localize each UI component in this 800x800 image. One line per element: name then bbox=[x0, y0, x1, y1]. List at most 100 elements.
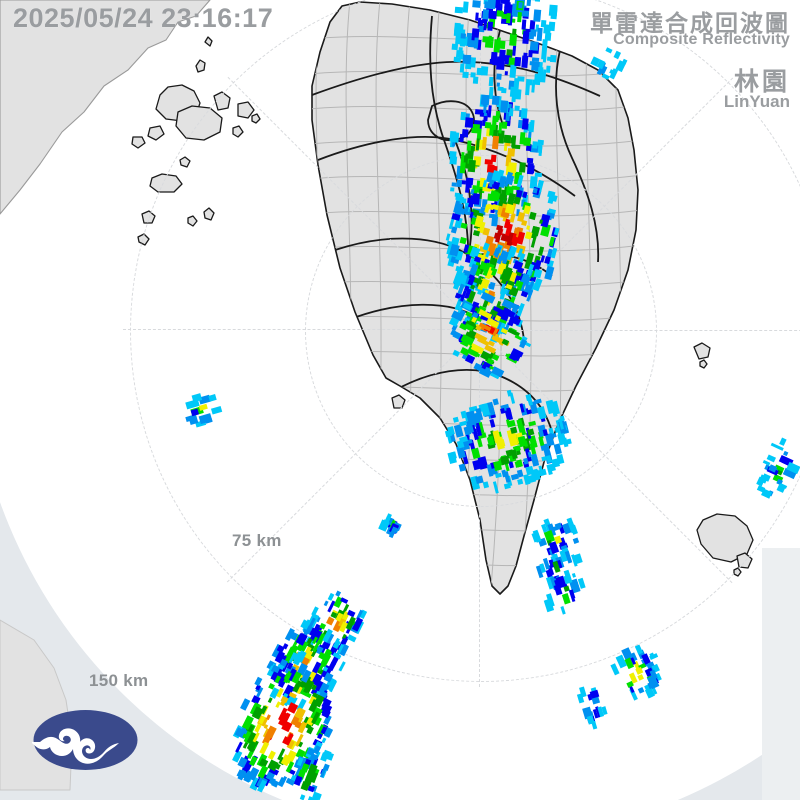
range-ring-label-75: 75 km bbox=[232, 531, 282, 550]
echo-pixel bbox=[529, 440, 538, 449]
echo-pixel bbox=[514, 279, 524, 288]
echo-pixel bbox=[472, 0, 481, 8]
echo-pixel bbox=[531, 79, 536, 93]
echo-pixel bbox=[521, 19, 527, 30]
echo-pixel bbox=[536, 27, 543, 41]
echo-pixel bbox=[548, 21, 556, 31]
echo-pixel bbox=[496, 73, 502, 81]
echo-pixel bbox=[462, 1, 470, 14]
echo-pixel bbox=[546, 56, 554, 62]
echo-pixel bbox=[517, 479, 524, 485]
range-ring-label-150: 150 km bbox=[89, 671, 149, 690]
echo-pixel bbox=[451, 349, 460, 358]
echo-cluster-southeast-streak-4 bbox=[607, 642, 667, 704]
echo-pixel bbox=[265, 714, 272, 721]
echo-cluster-sea-west-small bbox=[184, 392, 223, 428]
echo-pixel bbox=[208, 393, 218, 402]
echo-pixel bbox=[529, 41, 539, 51]
dbz-colorbar: dBZ 65605550454035302520151050 bbox=[762, 548, 800, 800]
echo-pixel bbox=[487, 21, 493, 32]
echo-pixel bbox=[521, 55, 529, 68]
echo-pixel bbox=[509, 392, 516, 404]
echo-pixel bbox=[510, 426, 518, 435]
echo-pixel bbox=[338, 661, 346, 671]
echo-pixel bbox=[278, 778, 285, 786]
echo-pixel bbox=[449, 130, 457, 142]
echo-pixel bbox=[526, 0, 532, 7]
echo-cluster-east-edge-cell bbox=[754, 435, 800, 501]
echo-pixel bbox=[474, 12, 479, 21]
echo-pixel bbox=[322, 665, 329, 673]
echo-pixel bbox=[491, 96, 500, 106]
echo-pixel bbox=[482, 115, 489, 122]
echo-pixel bbox=[299, 794, 306, 800]
echo-pixel bbox=[553, 443, 563, 455]
echo-pixel bbox=[523, 137, 532, 147]
echo-pixel bbox=[480, 291, 496, 304]
echo-pixel bbox=[537, 405, 548, 420]
echo-pixel bbox=[503, 483, 511, 490]
echo-pixel bbox=[544, 32, 552, 42]
echo-pixel bbox=[472, 76, 478, 85]
echo-cluster-southeast-streak-5 bbox=[575, 684, 609, 730]
echo-pixel bbox=[513, 89, 522, 100]
echo-pixel bbox=[267, 750, 276, 761]
echo-pixel bbox=[572, 537, 580, 545]
echo-pixel bbox=[572, 553, 583, 565]
echo-pixel bbox=[495, 472, 502, 479]
echo-pixel bbox=[498, 49, 506, 58]
echo-pixel bbox=[211, 406, 223, 415]
echo-pixel bbox=[198, 404, 208, 411]
echo-pixel bbox=[259, 741, 270, 756]
station-name-cn: 林園 bbox=[733, 68, 790, 96]
echo-pixel bbox=[462, 54, 472, 65]
echo-pixel bbox=[540, 19, 546, 28]
echo-pixel bbox=[487, 105, 493, 118]
echo-pixel bbox=[534, 0, 541, 2]
echo-pixel bbox=[464, 117, 474, 129]
echo-pixel bbox=[492, 398, 500, 406]
echo-cluster-north-coast-streaks bbox=[450, 0, 560, 103]
echo-pixel bbox=[497, 86, 504, 92]
penghu-islet bbox=[131, 136, 146, 149]
echo-pixel bbox=[511, 29, 517, 36]
echo-pixel bbox=[499, 100, 509, 114]
echo-pixel bbox=[476, 67, 484, 76]
echo-pixel bbox=[489, 418, 496, 428]
mainland-coast bbox=[0, 0, 211, 215]
echo-pixel bbox=[522, 191, 528, 199]
penghu-islet bbox=[147, 125, 165, 141]
echo-pixel bbox=[453, 56, 462, 63]
echo-pixel bbox=[484, 250, 491, 258]
echo-pixel bbox=[454, 424, 464, 438]
echo-pixel bbox=[483, 203, 491, 213]
echo-pixel bbox=[453, 416, 459, 423]
echo-pixel bbox=[467, 195, 476, 209]
echo-pixel bbox=[528, 211, 537, 221]
echo-pixel bbox=[541, 47, 548, 60]
echo-pixel bbox=[778, 437, 787, 447]
echo-pixel bbox=[323, 600, 329, 606]
echo-pixel bbox=[533, 398, 543, 405]
echo-pixel bbox=[514, 460, 522, 468]
echo-pixel bbox=[525, 465, 535, 476]
echo-pixel bbox=[482, 179, 487, 188]
echo-pixel bbox=[637, 674, 644, 681]
echo-pixel bbox=[524, 230, 533, 240]
echo-pixel bbox=[550, 247, 558, 259]
echo-pixel bbox=[190, 408, 200, 416]
echo-pixel bbox=[516, 76, 525, 82]
echo-pixel bbox=[458, 463, 466, 472]
echo-pixel bbox=[474, 108, 482, 115]
penghu-islet bbox=[204, 36, 213, 47]
echo-pixel bbox=[326, 617, 335, 626]
echo-pixel bbox=[501, 121, 508, 130]
echo-pixel bbox=[638, 686, 645, 694]
echo-pixel bbox=[514, 334, 523, 341]
echo-pixel bbox=[484, 41, 494, 49]
echo-pixel bbox=[542, 429, 548, 436]
echo-pixel bbox=[267, 697, 274, 704]
echo-pixel bbox=[484, 1, 492, 9]
